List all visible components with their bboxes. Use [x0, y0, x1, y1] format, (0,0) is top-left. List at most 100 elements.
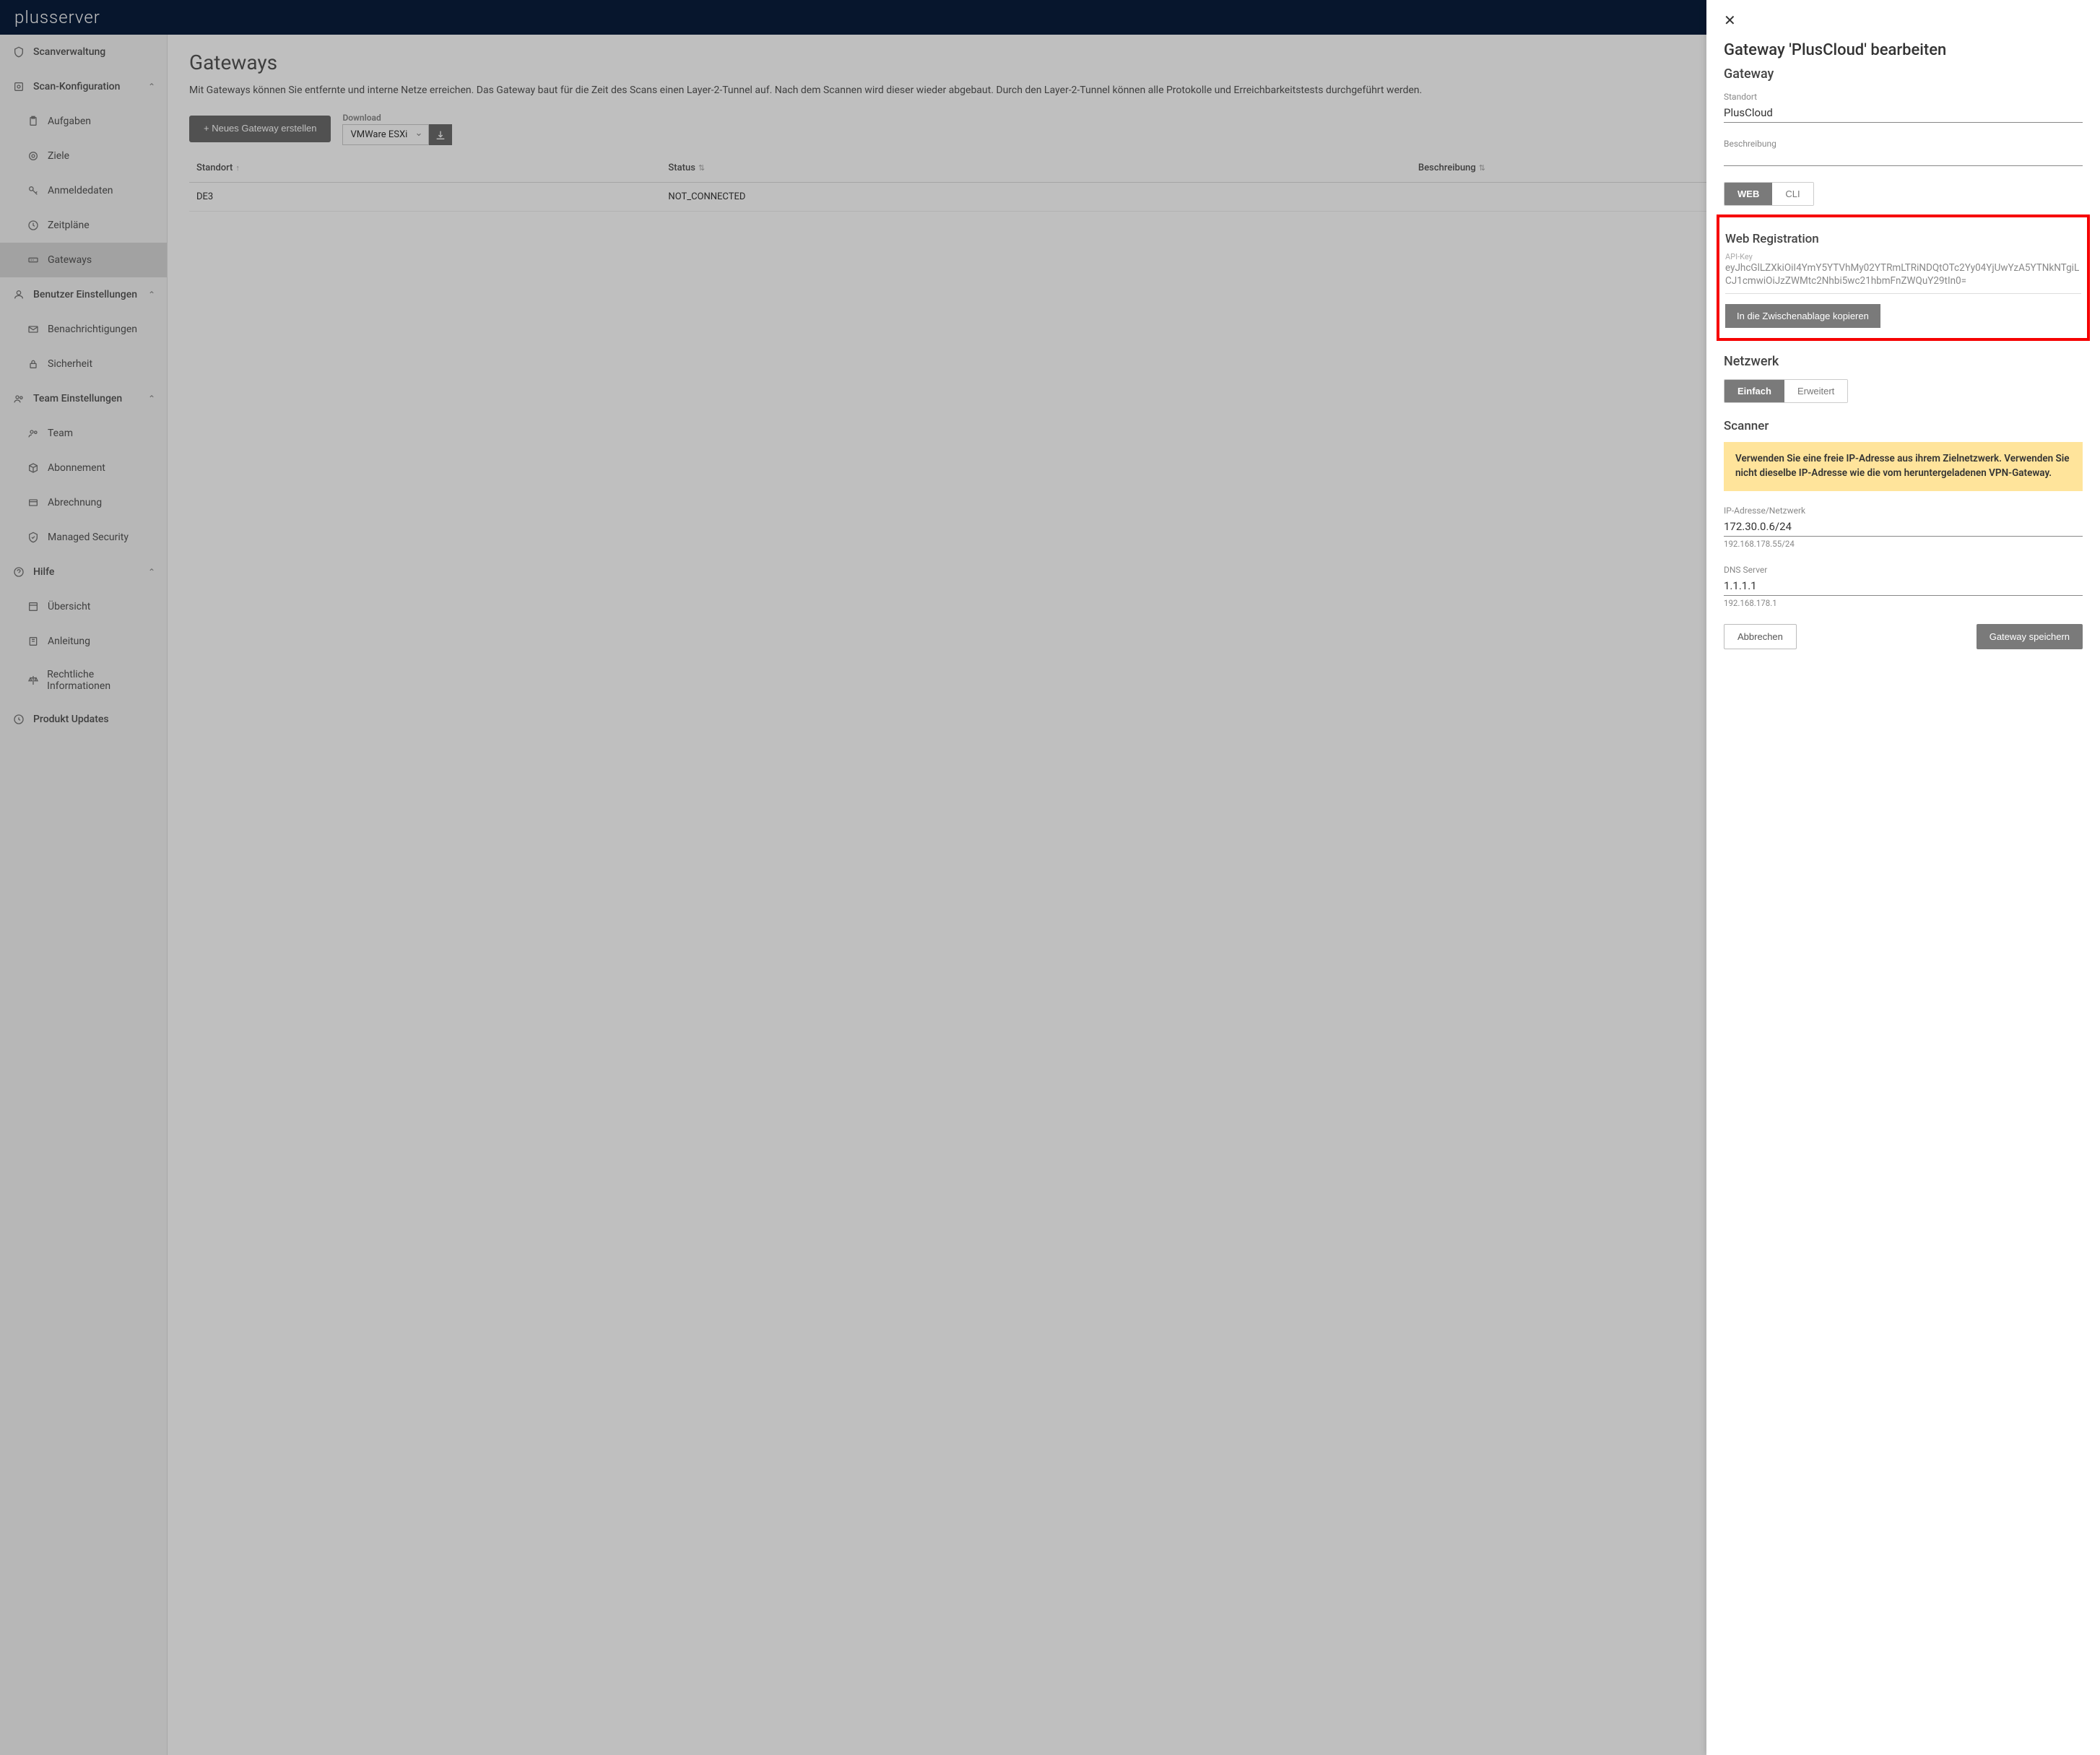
package-icon: [26, 461, 40, 475]
nav-label: Team Einstellungen: [33, 393, 122, 404]
nav-gateways[interactable]: Gateways: [0, 243, 167, 277]
ip-hint: 192.168.178.55/24: [1724, 539, 2083, 549]
nav-team[interactable]: Team: [0, 416, 167, 451]
field-beschreibung: Beschreibung: [1724, 139, 2083, 166]
tab-cli[interactable]: CLI: [1772, 183, 1813, 205]
save-gateway-button[interactable]: Gateway speichern: [1977, 624, 2083, 649]
ip-input[interactable]: 172.30.0.6/24: [1724, 517, 2083, 537]
overview-icon: [26, 599, 40, 614]
nav-label: Rechtliche Informationen: [47, 669, 155, 692]
gateway-icon: [26, 253, 40, 267]
tab-erweitert[interactable]: Erweitert: [1784, 380, 1847, 402]
lock-icon: [26, 357, 40, 371]
beschreibung-input[interactable]: [1724, 150, 2083, 166]
chevron-up-icon: ⌃: [148, 394, 155, 404]
api-key-value: eyJhcGlLZXkiOiI4YmY5YTVhMy02YTRmLTRiNDQt…: [1725, 261, 2081, 294]
mail-icon: [26, 322, 40, 337]
nav-uebersicht[interactable]: Übersicht: [0, 589, 167, 624]
nav-sicherheit[interactable]: Sicherheit: [0, 347, 167, 381]
team-icon: [12, 391, 26, 406]
chevron-up-icon: ⌃: [148, 567, 155, 577]
key-icon: [26, 183, 40, 198]
nav-label: Team: [48, 428, 73, 439]
nav-label: Scan-Konfiguration: [33, 81, 120, 92]
nav-scanverwaltung[interactable]: Scanverwaltung: [0, 35, 167, 69]
nav-zeitplaene[interactable]: Zeitpläne: [0, 208, 167, 243]
nav-label: Abonnement: [48, 462, 105, 474]
col-standort[interactable]: Standort↑: [189, 154, 661, 183]
scale-icon: [26, 673, 40, 688]
tab-einfach[interactable]: Einfach: [1724, 380, 1784, 402]
col-status[interactable]: Status⇅: [661, 154, 1410, 183]
shield-icon: [12, 45, 26, 59]
ip-warning-alert: Verwenden Sie eine freie IP-Adresse aus …: [1724, 442, 2083, 490]
clipboard-icon: [26, 114, 40, 129]
web-registration-highlight: Web Registration API-Key eyJhcGlLZXkiOiI…: [1717, 214, 2090, 341]
edit-gateway-drawer: ✕ Gateway 'PlusCloud' bearbeiten Gateway…: [1706, 0, 2100, 1755]
book-icon: [26, 634, 40, 649]
nav-benutzer-einstellungen[interactable]: Benutzer Einstellungen ⌃: [0, 277, 167, 312]
sidebar: Scanverwaltung Scan-Konfiguration ⌃ Aufg…: [0, 0, 168, 1755]
nav-hilfe[interactable]: Hilfe ⌃: [0, 555, 167, 589]
field-dns: DNS Server 1.1.1.1 192.168.178.1: [1724, 565, 2083, 608]
nav-scan-konfiguration[interactable]: Scan-Konfiguration ⌃: [0, 69, 167, 104]
beschreibung-label: Beschreibung: [1724, 139, 2083, 149]
nav-benachrichtigungen[interactable]: Benachrichtigungen: [0, 312, 167, 347]
nav-label: Aufgaben: [48, 116, 91, 127]
clock-icon: [26, 218, 40, 233]
nav-anmeldedaten[interactable]: Anmeldedaten: [0, 173, 167, 208]
nav-abrechnung[interactable]: Abrechnung: [0, 485, 167, 520]
download-button[interactable]: [429, 124, 452, 145]
dns-label: DNS Server: [1724, 565, 2083, 575]
sort-icon: ⇅: [698, 163, 705, 173]
nav-label: Zeitpläne: [48, 220, 90, 231]
chevron-up-icon: ⌃: [148, 290, 155, 300]
close-button[interactable]: ✕: [1724, 12, 1736, 30]
dns-input[interactable]: 1.1.1.1: [1724, 576, 2083, 596]
billing-icon: [26, 495, 40, 510]
download-group: Download VMWare ESXi: [342, 113, 452, 145]
tab-web[interactable]: WEB: [1724, 183, 1772, 205]
chevron-up-icon: ⌃: [148, 82, 155, 92]
target-icon: [26, 149, 40, 163]
nav-label: Benutzer Einstellungen: [33, 289, 137, 300]
api-key-label: API-Key: [1725, 252, 2081, 261]
new-gateway-button[interactable]: + Neues Gateway erstellen: [189, 116, 331, 142]
nav-label: Übersicht: [48, 601, 90, 612]
nav-label: Anleitung: [48, 636, 90, 647]
brand-logo: plusserver: [14, 7, 100, 27]
nav-rechtliche[interactable]: Rechtliche Informationen: [0, 659, 167, 702]
field-standort: Standort PlusCloud: [1724, 92, 2083, 123]
download-select[interactable]: VMWare ESXi: [342, 124, 429, 145]
nav-label: Gateways: [48, 254, 92, 266]
nav-label: Benachrichtigungen: [48, 324, 137, 335]
nav-aufgaben[interactable]: Aufgaben: [0, 104, 167, 139]
copy-api-key-button[interactable]: In die Zwischenablage kopieren: [1725, 304, 1880, 328]
sort-asc-icon: ↑: [235, 163, 240, 173]
nav-label: Sicherheit: [48, 358, 92, 370]
nav-produkt-updates[interactable]: Produkt Updates: [0, 702, 167, 737]
shield-check-icon: [26, 530, 40, 545]
nav-label: Ziele: [48, 150, 69, 162]
users-icon: [26, 426, 40, 441]
nav-label: Anmeldedaten: [48, 185, 113, 196]
nav-anleitung[interactable]: Anleitung: [0, 624, 167, 659]
registration-tabs: WEB CLI: [1724, 182, 1814, 206]
ip-label: IP-Adresse/Netzwerk: [1724, 506, 2083, 516]
standort-input[interactable]: PlusCloud: [1724, 103, 2083, 123]
nav-label: Hilfe: [33, 566, 54, 578]
nav-managed-security[interactable]: Managed Security: [0, 520, 167, 555]
cancel-button[interactable]: Abbrechen: [1724, 624, 1797, 649]
help-icon: [12, 565, 26, 579]
drawer-actions: Abbrechen Gateway speichern: [1724, 624, 2083, 649]
network-tabs: Einfach Erweitert: [1724, 379, 1848, 403]
web-registration-heading: Web Registration: [1725, 232, 2081, 246]
nav-ziele[interactable]: Ziele: [0, 139, 167, 173]
cell-status: NOT_CONNECTED: [661, 183, 1410, 212]
nav-abonnement[interactable]: Abonnement: [0, 451, 167, 485]
updates-icon: [12, 712, 26, 727]
nav-team-einstellungen[interactable]: Team Einstellungen ⌃: [0, 381, 167, 416]
settings-icon: [12, 79, 26, 94]
nav-label: Produkt Updates: [33, 714, 109, 725]
nav-label: Abrechnung: [48, 497, 102, 508]
